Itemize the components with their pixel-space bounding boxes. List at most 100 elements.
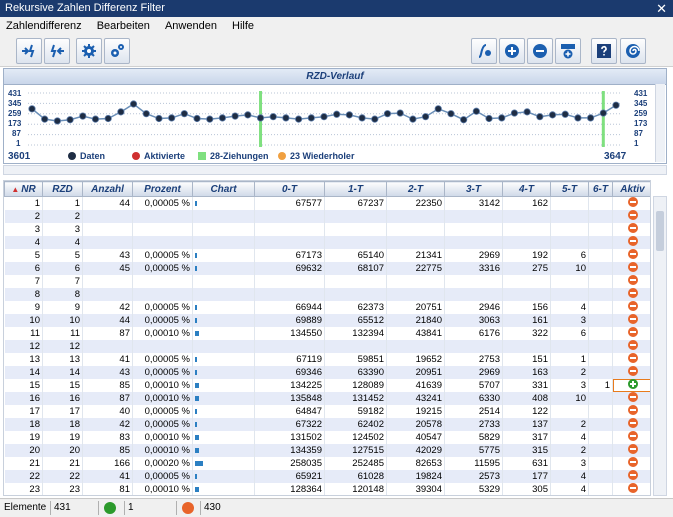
table-row[interactable]: 15 15 85 0,00010 % 134225 128089 41639 5707 331 3… <box>4 379 650 392</box>
column-header[interactable]: Chart <box>192 181 255 197</box>
help-button[interactable] <box>591 38 617 64</box>
add-button[interactable] <box>499 38 525 64</box>
column-header[interactable]: Aktiv <box>612 181 650 197</box>
column-header[interactable]: RZD <box>42 181 83 197</box>
menu-zahlendifferenz[interactable]: Zahlendifferenz <box>6 20 82 32</box>
active-toggle-cell[interactable] <box>612 196 650 210</box>
table-row[interactable]: 20 20 85 0,00010 % 134359 127515 42029 5775 315 2 <box>4 444 650 457</box>
active-toggle-cell[interactable] <box>612 262 650 275</box>
table-row[interactable]: 14 14 43 0,00005 % 69346 63390 20951 2969 163 2 <box>4 366 650 379</box>
column-header[interactable]: 3-T <box>444 181 503 197</box>
active-toggle-cell[interactable] <box>612 288 650 301</box>
multi-settings-button[interactable] <box>104 38 130 64</box>
active-toggle-cell[interactable] <box>612 392 650 405</box>
inactive-minus-icon[interactable] <box>627 392 638 402</box>
active-toggle-cell[interactable] <box>612 444 650 457</box>
column-header[interactable]: 5-T <box>550 181 589 197</box>
active-toggle-cell[interactable] <box>612 379 650 392</box>
spiral-button[interactable] <box>620 38 646 64</box>
menu-anwenden[interactable]: Anwenden <box>164 20 217 32</box>
menu-hilfe[interactable]: Hilfe <box>232 20 255 32</box>
active-toggle-cell[interactable] <box>612 470 650 483</box>
inactive-minus-icon[interactable] <box>627 275 638 285</box>
inactive-minus-icon[interactable] <box>627 197 638 207</box>
menu-bearbeiten[interactable]: Bearbeiten <box>96 20 150 32</box>
inactive-minus-icon[interactable] <box>627 353 638 363</box>
settings-button[interactable] <box>76 38 102 64</box>
close-icon[interactable]: ✕ <box>656 1 667 16</box>
table-vertical-scrollbar[interactable] <box>653 196 667 496</box>
active-toggle-cell[interactable] <box>612 483 650 495</box>
table-row[interactable]: 9 9 42 0,00005 % 66944 62373 20751 2946 156 4 <box>4 301 650 314</box>
filter-backward-button[interactable] <box>44 38 70 64</box>
column-header[interactable]: 4-T <box>502 181 551 197</box>
active-toggle-cell[interactable] <box>612 353 650 366</box>
chart-vertical-scrollbar[interactable] <box>655 84 665 162</box>
table-row[interactable]: 19 19 83 0,00010 % 131502 124502 40547 5829 317 4 <box>4 431 650 444</box>
column-header[interactable]: 6-T <box>588 181 613 197</box>
active-toggle-cell[interactable] <box>612 431 650 444</box>
chart-horizontal-scrollbar[interactable] <box>3 165 667 175</box>
function-button[interactable] <box>471 38 497 64</box>
inactive-minus-icon[interactable] <box>627 288 638 298</box>
column-header[interactable]: ▲ NR <box>4 181 43 197</box>
filter-forward-button[interactable] <box>16 38 42 64</box>
column-header[interactable]: Prozent <box>132 181 193 197</box>
active-toggle-cell[interactable] <box>612 457 650 470</box>
table-row[interactable]: 11 11 87 0,00010 % 134550 132394 43841 6176 322 6 <box>4 327 650 340</box>
active-toggle-cell[interactable] <box>612 314 650 327</box>
active-toggle-cell[interactable] <box>612 210 650 223</box>
inactive-minus-icon[interactable] <box>627 301 638 311</box>
table-row[interactable]: 17 17 40 0,00005 % 64847 59182 19215 2514 122 <box>4 405 650 418</box>
inactive-minus-icon[interactable] <box>627 431 638 441</box>
inactive-minus-icon[interactable] <box>627 457 638 467</box>
active-toggle-cell[interactable] <box>612 340 650 353</box>
inactive-minus-icon[interactable] <box>627 262 638 272</box>
table-row[interactable]: 21 21 166 0,00020 % 258035 252485 82653 11595 63… <box>4 457 650 470</box>
inactive-minus-icon[interactable] <box>627 314 638 324</box>
active-plus-icon[interactable] <box>627 379 638 389</box>
table-row[interactable]: 16 16 87 0,00010 % 135848 131452 43241 6330 408 1… <box>4 392 650 405</box>
table-row[interactable]: 5 5 43 0,00005 % 67173 65140 21341 2969 192 6 <box>4 249 650 262</box>
inactive-minus-icon[interactable] <box>627 366 638 376</box>
inactive-minus-icon[interactable] <box>627 223 638 233</box>
table-row[interactable]: 6 6 45 0,00005 % 69632 68107 22775 3316 275 10 <box>4 262 650 275</box>
table-row[interactable]: 13 13 41 0,00005 % 67119 59851 19652 2753 151 1 <box>4 353 650 366</box>
active-toggle-cell[interactable] <box>612 275 650 288</box>
column-header[interactable]: 0-T <box>254 181 325 197</box>
active-toggle-cell[interactable] <box>612 301 650 314</box>
table-row[interactable]: 18 18 42 0,00005 % 67322 62402 20578 2733 137 2 <box>4 418 650 431</box>
scrollbar-thumb[interactable] <box>656 211 664 251</box>
column-header[interactable]: 2-T <box>386 181 445 197</box>
inactive-minus-icon[interactable] <box>627 340 638 350</box>
active-toggle-cell[interactable] <box>612 418 650 431</box>
table-row[interactable]: 23 23 81 0,00010 % 128364 120148 39304 5329 305 4 <box>4 483 650 495</box>
active-toggle-cell[interactable] <box>612 236 650 249</box>
active-toggle-cell[interactable] <box>612 366 650 379</box>
inactive-minus-icon[interactable] <box>627 418 638 428</box>
add-hundred-button[interactable] <box>555 38 581 64</box>
inactive-minus-icon[interactable] <box>627 327 638 337</box>
table-row[interactable]: 12 12 <box>4 340 650 353</box>
active-toggle-cell[interactable] <box>612 405 650 418</box>
active-toggle-cell[interactable] <box>612 327 650 340</box>
inactive-minus-icon[interactable] <box>627 405 638 415</box>
column-header[interactable]: Anzahl <box>82 181 133 197</box>
inactive-minus-icon[interactable] <box>627 210 638 220</box>
column-header[interactable]: 1-T <box>324 181 387 197</box>
inactive-minus-icon[interactable] <box>627 470 638 480</box>
remove-button[interactable] <box>527 38 553 64</box>
active-toggle-cell[interactable] <box>612 249 650 262</box>
inactive-minus-icon[interactable] <box>627 236 638 246</box>
inactive-minus-icon[interactable] <box>627 249 638 259</box>
inactive-minus-icon[interactable] <box>627 444 638 454</box>
table-row[interactable]: 10 10 44 0,00005 % 69889 65512 21840 3063 161 3 <box>4 314 650 327</box>
inactive-minus-icon[interactable] <box>627 483 638 493</box>
table-row[interactable]: 22 22 41 0,00005 % 65921 61028 19824 2573 177 4 <box>4 470 650 483</box>
active-toggle-cell[interactable] <box>612 223 650 236</box>
